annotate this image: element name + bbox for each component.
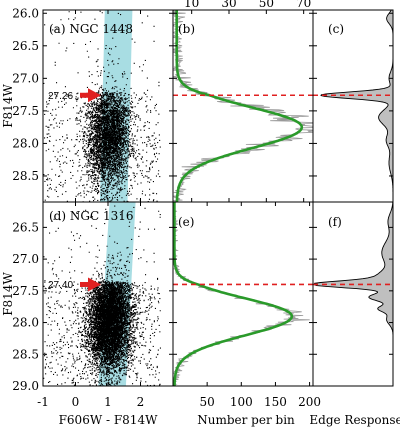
edge-response-curve [320,10,393,202]
y-tick-label-bottom: 27.0 [12,252,39,266]
panel-f-frame [312,201,394,387]
star-points [43,10,161,202]
edge-response-curve [314,202,393,386]
panel-a-trgb-arrow [80,88,101,103]
y-tick-label-bottom: 29.0 [12,379,39,393]
x-tick-label-hist-top: 10 [184,0,199,10]
y-tick-label-top: 26.5 [12,39,39,53]
arrow-head [88,88,101,103]
y-tick-label-bottom: 26.5 [12,220,39,234]
panel-a: (a) NGC 1448 27.26 [42,9,174,203]
y-tick-label-top: 28.0 [12,136,39,150]
panel-e-title: (e) [178,215,194,229]
x-axis-label-resp: Edge Response [309,413,400,427]
x-tick-label-hist-bottom: 100 [230,395,253,409]
y-tick-label-top: 28.5 [12,169,39,183]
panel-e: (e) [172,201,314,387]
panel-c-title: (c) [328,22,344,36]
x-axis-label-cmd: F606W - F814W [59,413,158,427]
arrow-head [88,277,101,292]
panel-a-stars [43,10,161,202]
x-tick-label-cmd: -1 [37,395,49,409]
arrow-shaft [80,92,90,98]
panel-c-edge-response [320,10,393,202]
panel-e-frame [172,201,314,387]
panel-e-fit-curve [173,202,294,386]
axis-ticks: 26.0 26.5 27.0 27.5 28.0 28.5 26.5 27.0 27.5 28.0… [12,0,393,409]
x-tick-label-cmd: 2 [137,395,145,409]
y-tick-label-bottom: 28.5 [12,347,39,361]
y-tick-label-bottom: 28.0 [12,316,39,330]
histogram-line [173,10,313,202]
panel-c-frame [312,9,394,203]
panel-f-title: (f) [328,215,342,229]
panel-b-histogram [173,10,313,202]
panel-d-stars [43,205,161,386]
x-tick-label-hist-top: 70 [296,0,311,10]
x-tick-label-cmd: 0 [72,395,80,409]
y-axis-label-top: F814W [1,84,15,128]
x-tick-label-hist-bottom: 150 [264,395,287,409]
panel-e-histogram [173,202,310,386]
panel-f-edge-response [314,202,393,386]
panel-c: (c) [312,9,394,203]
panel-d-title: (d) NGC 1316 [49,209,133,223]
panel-b-fit-curve [175,10,304,202]
x-axis-label-hist: Number per bin [197,413,295,427]
y-tick-label-bottom: 27.5 [12,284,39,298]
panel-d-trgb-arrow [80,277,101,292]
y-axis-label-bottom: F814W [1,272,15,316]
x-tick-label-hist-top: 30 [221,0,236,10]
x-tick-label-hist-bottom: 50 [200,395,215,409]
smoothed-fit-line [175,10,304,202]
panel-f: (f) [312,201,394,387]
panel-b-title: (b) [178,22,195,36]
star-points [43,205,161,386]
histogram-line [173,202,310,386]
panel-a-trgb-label: 27.26 [48,91,73,102]
x-tick-label-hist-bottom: 200 [298,395,321,409]
y-tick-label-top: 27.5 [12,104,39,118]
panel-d-trgb-label: 27.40 [48,280,73,291]
panel-a-title: (a) NGC 1448 [49,22,133,36]
smoothed-fit-line [173,202,294,386]
panel-b: (b) [172,9,314,203]
y-tick-label-top: 26.0 [12,6,39,20]
arrow-shaft [80,281,90,287]
x-tick-label-cmd: 1 [104,395,112,409]
y-tick-label-top: 27.0 [12,71,39,85]
x-tick-label-hist-top: 50 [259,0,274,10]
